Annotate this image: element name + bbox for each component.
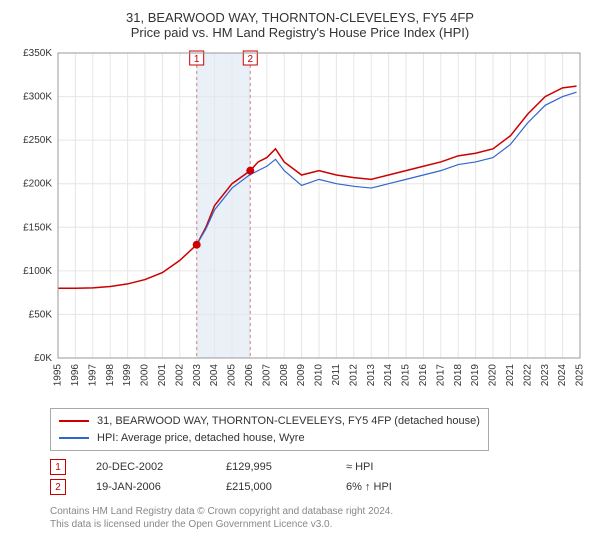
- svg-text:2003: 2003: [192, 364, 203, 387]
- legend-swatch: [59, 420, 89, 422]
- legend-row: 31, BEARWOOD WAY, THORNTON-CLEVELEYS, FY…: [59, 413, 480, 430]
- svg-text:2004: 2004: [209, 364, 220, 387]
- attribution-line2: This data is licensed under the Open Gov…: [50, 518, 590, 531]
- line-chart-svg: £0K £50K £100K £150K £200K £250K £300K £350K 199…: [10, 48, 590, 398]
- sale-marker-box: 2: [50, 479, 66, 495]
- sale-row: 2 19-JAN-2006 £215,000 6% ↑ HPI: [50, 477, 590, 497]
- svg-text:2018: 2018: [453, 364, 464, 387]
- legend-label: HPI: Average price, detached house, Wyre: [97, 430, 305, 447]
- svg-text:£150K: £150K: [23, 222, 52, 233]
- svg-text:£0K: £0K: [34, 353, 52, 364]
- sale-price: £129,995: [226, 461, 316, 473]
- legend-label: 31, BEARWOOD WAY, THORNTON-CLEVELEYS, FY…: [97, 413, 480, 430]
- svg-text:2015: 2015: [401, 364, 412, 387]
- svg-text:2013: 2013: [366, 364, 377, 387]
- svg-text:1997: 1997: [87, 364, 98, 387]
- svg-text:2025: 2025: [575, 364, 586, 387]
- svg-text:2000: 2000: [140, 364, 151, 387]
- svg-text:2017: 2017: [435, 364, 446, 387]
- svg-text:2002: 2002: [174, 364, 185, 387]
- svg-text:£50K: £50K: [29, 309, 53, 320]
- svg-text:£250K: £250K: [23, 135, 52, 146]
- svg-text:2010: 2010: [314, 364, 325, 387]
- svg-text:£100K: £100K: [23, 266, 52, 277]
- svg-text:2009: 2009: [296, 364, 307, 387]
- svg-text:2: 2: [247, 54, 253, 65]
- chart-title-block: 31, BEARWOOD WAY, THORNTON-CLEVELEYS, FY…: [10, 10, 590, 40]
- sale-date: 19-JAN-2006: [96, 481, 196, 493]
- svg-text:2011: 2011: [331, 364, 342, 386]
- legend-row: HPI: Average price, detached house, Wyre: [59, 430, 480, 447]
- svg-text:2019: 2019: [470, 364, 481, 387]
- svg-text:2021: 2021: [505, 364, 516, 387]
- title-sub: Price paid vs. HM Land Registry's House …: [10, 25, 590, 40]
- svg-text:2022: 2022: [522, 364, 533, 387]
- sale-row: 1 20-DEC-2002 £129,995 ≈ HPI: [50, 457, 590, 477]
- svg-text:£200K: £200K: [23, 179, 52, 190]
- legend: 31, BEARWOOD WAY, THORNTON-CLEVELEYS, FY…: [50, 408, 489, 451]
- svg-text:1999: 1999: [122, 364, 133, 387]
- attribution-line1: Contains HM Land Registry data © Crown c…: [50, 505, 590, 518]
- svg-text:2007: 2007: [261, 364, 272, 387]
- svg-text:1: 1: [194, 54, 200, 65]
- svg-text:2001: 2001: [157, 364, 168, 387]
- svg-text:2006: 2006: [244, 364, 255, 387]
- sale-price: £215,000: [226, 481, 316, 493]
- chart-plot: £0K £50K £100K £150K £200K £250K £300K £350K 199…: [10, 48, 590, 398]
- svg-text:2020: 2020: [488, 364, 499, 387]
- svg-text:1996: 1996: [70, 364, 81, 387]
- svg-text:£350K: £350K: [23, 48, 52, 59]
- attribution: Contains HM Land Registry data © Crown c…: [50, 505, 590, 531]
- svg-text:1995: 1995: [53, 364, 64, 387]
- svg-text:2005: 2005: [227, 364, 238, 387]
- svg-text:2014: 2014: [383, 364, 394, 387]
- svg-text:2008: 2008: [279, 364, 290, 387]
- sales-table: 1 20-DEC-2002 £129,995 ≈ HPI 2 19-JAN-2006 £21…: [50, 457, 590, 497]
- legend-swatch: [59, 437, 89, 439]
- sale-delta: ≈ HPI: [346, 461, 373, 473]
- svg-text:2024: 2024: [557, 364, 568, 387]
- sale-date: 20-DEC-2002: [96, 461, 196, 473]
- svg-text:£300K: £300K: [23, 92, 52, 103]
- svg-text:2023: 2023: [540, 364, 551, 387]
- title-main: 31, BEARWOOD WAY, THORNTON-CLEVELEYS, FY…: [10, 10, 590, 25]
- sale-marker-box: 1: [50, 459, 66, 475]
- svg-text:1998: 1998: [105, 364, 116, 387]
- svg-text:2012: 2012: [348, 364, 359, 387]
- svg-text:2016: 2016: [418, 364, 429, 387]
- sale-delta: 6% ↑ HPI: [346, 481, 392, 493]
